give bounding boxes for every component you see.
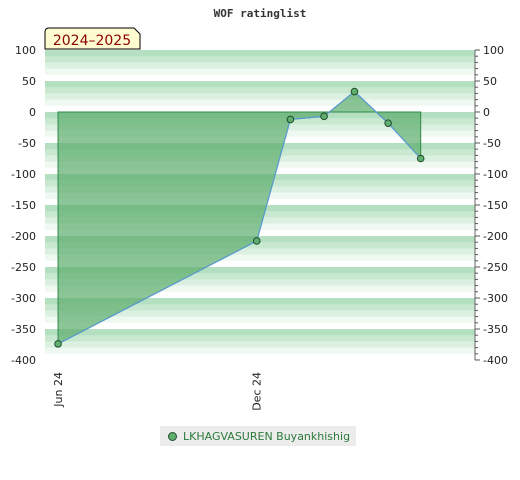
grid-band (45, 81, 475, 88)
grid-band (45, 260, 475, 268)
grid-band (45, 254, 475, 262)
grid-band (45, 68, 475, 76)
data-point (350, 87, 359, 96)
grid-band (45, 322, 475, 330)
chart-title: WOF ratinglist (214, 7, 307, 20)
grid-band (45, 273, 475, 280)
y-tick-label-left: -300 (11, 292, 36, 305)
grid-band (45, 329, 475, 336)
y-tick-label-left: -250 (11, 261, 36, 274)
grid-band (45, 298, 475, 305)
data-point (416, 154, 425, 163)
y-tick-label-left: 100 (15, 44, 36, 57)
y-tick-label-left: -400 (11, 354, 36, 367)
grid-band (45, 316, 475, 324)
grid-band (45, 304, 475, 311)
legend-marker-icon (168, 431, 177, 441)
grid-band (45, 99, 475, 107)
grid-band (45, 285, 475, 293)
y-tick-label-right: -350 (483, 323, 508, 336)
legend-series-name: LKHAGVASUREN Buyankhishig (183, 429, 351, 443)
grid-band (45, 310, 475, 317)
y-tick-label-right: -400 (483, 354, 508, 367)
data-point (252, 237, 261, 245)
y-tick-label-right: -50 (483, 137, 501, 150)
grid-band (45, 341, 475, 348)
data-point (384, 119, 392, 127)
y-tick-label-left: -200 (11, 230, 36, 243)
grid-band (45, 74, 475, 82)
data-point (320, 112, 328, 121)
grid-band (45, 291, 475, 299)
y-tick-label-left: -150 (11, 199, 36, 212)
y-tick-label-right: -150 (483, 199, 508, 212)
y-tick-label-right: -250 (483, 261, 508, 274)
data-points (54, 87, 425, 348)
grid-band (45, 87, 475, 94)
y-tick-label-right: -300 (483, 292, 508, 305)
grid-band (45, 335, 475, 342)
grid-band (45, 62, 475, 69)
y-tick-label-left: 50 (22, 75, 36, 88)
y-tick-label-right: 50 (483, 75, 497, 88)
season-badge: 2024–2025 (44, 27, 141, 50)
grid-band (45, 248, 475, 255)
x-tick-label: Jun 24 (52, 372, 65, 408)
grid-band (45, 229, 475, 237)
y-tick-label-left: -350 (11, 323, 36, 336)
y-tick-label-right: 0 (483, 106, 490, 119)
season-badge-text: 2024–2025 (53, 33, 131, 49)
grid-band (45, 105, 475, 113)
y-tick-label-left: -50 (18, 137, 36, 150)
grid-band (45, 279, 475, 286)
grid-band (45, 56, 475, 63)
grid-band (45, 353, 475, 361)
grid-band (45, 267, 475, 274)
grid-band (45, 242, 475, 249)
data-point (54, 340, 62, 348)
grid-band (45, 93, 475, 100)
y-tick-label-right: -100 (483, 168, 508, 181)
y-tick-label-right: 100 (483, 44, 504, 57)
y-tick-label-left: -100 (11, 168, 36, 181)
data-point (286, 115, 295, 124)
legend: LKHAGVASUREN Buyankhishig (160, 426, 357, 446)
x-tick-label: Dec 24 (251, 372, 264, 411)
y-tick-label-left: 0 (29, 106, 36, 119)
y-tick-label-right: -200 (483, 230, 508, 243)
axes: 100 100 50 50 0 0 -50 -50 -100 -100 -150 -150 -200 -2… (11, 44, 508, 411)
grid-band (45, 50, 475, 57)
grid-band (45, 347, 475, 355)
